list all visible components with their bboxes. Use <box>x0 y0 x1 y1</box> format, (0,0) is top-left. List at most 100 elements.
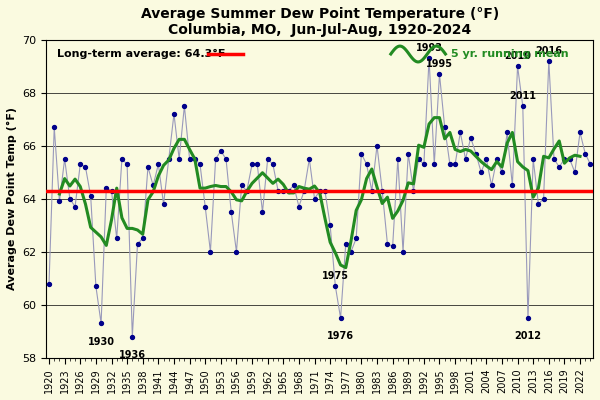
Point <box>305 156 314 162</box>
Point <box>273 188 283 194</box>
Point <box>529 156 538 162</box>
Point <box>518 103 527 109</box>
Point <box>65 196 74 202</box>
Point <box>346 248 356 255</box>
Point <box>471 150 481 157</box>
Point <box>409 188 418 194</box>
Point <box>455 129 465 136</box>
Point <box>232 248 241 255</box>
Point <box>440 124 449 130</box>
Point <box>278 188 288 194</box>
Point <box>226 209 236 215</box>
Point <box>424 55 434 62</box>
Point <box>247 161 257 168</box>
Point <box>331 283 340 289</box>
Y-axis label: Average Dew Point Temp (°F): Average Dew Point Temp (°F) <box>7 107 17 290</box>
Point <box>352 235 361 242</box>
Point <box>257 209 267 215</box>
Point <box>216 148 226 154</box>
Point <box>86 193 95 199</box>
Point <box>434 71 444 77</box>
Point <box>549 156 559 162</box>
Point <box>175 156 184 162</box>
Text: 2010: 2010 <box>504 51 531 61</box>
Point <box>289 182 299 189</box>
Point <box>315 188 325 194</box>
Point <box>70 204 80 210</box>
Point <box>414 156 424 162</box>
Text: 1995: 1995 <box>426 59 453 69</box>
Point <box>544 58 554 64</box>
Point <box>336 315 346 321</box>
Point <box>523 315 533 321</box>
Point <box>253 161 262 168</box>
Point <box>482 156 491 162</box>
Point <box>80 164 90 170</box>
Text: 2012: 2012 <box>514 331 541 341</box>
Point <box>580 150 590 157</box>
Point <box>372 142 382 149</box>
Text: 1936: 1936 <box>119 350 146 360</box>
Point <box>101 185 111 191</box>
Point <box>299 188 309 194</box>
Point <box>466 134 476 141</box>
Point <box>76 161 85 168</box>
Point <box>325 222 335 228</box>
Point <box>179 103 189 109</box>
Point <box>310 196 319 202</box>
Point <box>143 164 153 170</box>
Point <box>450 161 460 168</box>
Point <box>107 188 116 194</box>
Point <box>117 156 127 162</box>
Point <box>195 161 205 168</box>
Text: 2016: 2016 <box>535 46 562 56</box>
Point <box>55 198 64 204</box>
Text: 5 yr. running mean: 5 yr. running mean <box>451 49 569 59</box>
Point <box>128 333 137 340</box>
Point <box>49 124 59 130</box>
Point <box>237 182 247 189</box>
Point <box>44 280 54 287</box>
Point <box>268 161 278 168</box>
Point <box>138 235 148 242</box>
Point <box>513 63 523 70</box>
Point <box>133 240 142 247</box>
Text: Long-term average: 64.3°F: Long-term average: 64.3°F <box>58 49 226 59</box>
Point <box>403 150 413 157</box>
Point <box>164 156 173 162</box>
Point <box>367 188 377 194</box>
Point <box>242 188 251 194</box>
Point <box>586 161 595 168</box>
Point <box>341 240 350 247</box>
Point <box>320 188 330 194</box>
Point <box>91 283 101 289</box>
Text: 1993: 1993 <box>416 43 443 53</box>
Point <box>60 156 70 162</box>
Point <box>122 161 132 168</box>
Point <box>492 156 502 162</box>
Point <box>502 129 512 136</box>
Point <box>476 169 486 176</box>
Point <box>159 201 169 207</box>
Point <box>383 240 392 247</box>
Point <box>190 156 200 162</box>
Point <box>377 188 387 194</box>
Point <box>398 248 408 255</box>
Point <box>497 169 507 176</box>
Point <box>461 156 470 162</box>
Point <box>211 156 220 162</box>
Point <box>430 161 439 168</box>
Point <box>393 156 403 162</box>
Point <box>169 111 179 117</box>
Point <box>263 156 272 162</box>
Point <box>148 182 158 189</box>
Point <box>419 161 428 168</box>
Text: 1930: 1930 <box>88 336 115 346</box>
Point <box>362 161 371 168</box>
Point <box>96 320 106 326</box>
Point <box>185 156 194 162</box>
Point <box>508 182 517 189</box>
Point <box>200 204 210 210</box>
Point <box>388 243 397 250</box>
Point <box>154 161 163 168</box>
